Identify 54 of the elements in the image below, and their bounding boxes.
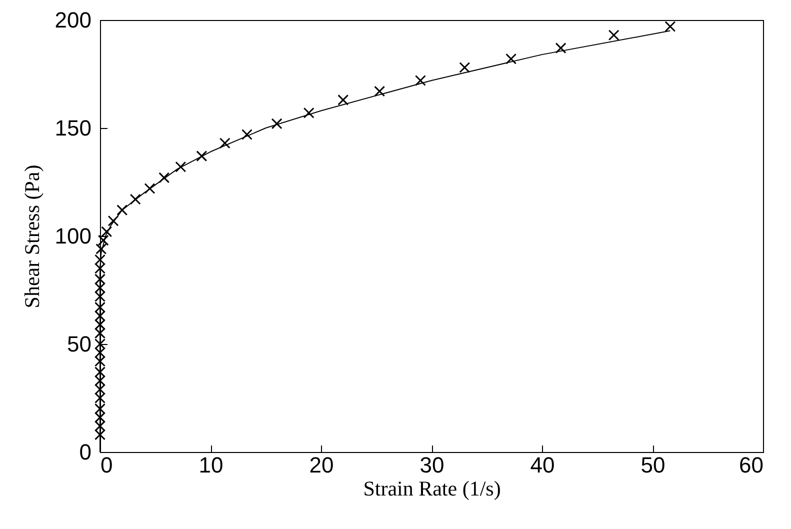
point	[94, 290, 106, 302]
point	[94, 310, 106, 322]
point	[608, 30, 620, 41]
point	[144, 182, 156, 194]
x-tick-label: 0	[100, 452, 113, 478]
point	[94, 302, 106, 313]
point	[94, 328, 106, 339]
y-tick-label: 150	[54, 116, 92, 140]
point	[374, 86, 386, 97]
point	[94, 403, 106, 414]
x-tick-label: 50	[640, 452, 666, 478]
point	[130, 194, 141, 205]
point	[94, 392, 106, 404]
point	[94, 274, 106, 285]
point	[94, 282, 106, 294]
point	[555, 42, 566, 54]
point	[175, 161, 186, 172]
y-tick-label: 200	[54, 8, 92, 32]
point	[303, 107, 314, 118]
x-tick-label: 20	[309, 452, 334, 478]
y-tick-label: 100	[54, 224, 92, 248]
point	[94, 412, 106, 423]
point	[241, 128, 252, 140]
point	[271, 118, 282, 130]
x-tick-label: 40	[530, 452, 555, 478]
y-tick-label: 50	[67, 332, 92, 356]
point	[338, 94, 349, 106]
point	[108, 215, 119, 226]
point	[94, 338, 106, 350]
point	[664, 20, 676, 32]
point	[116, 204, 128, 216]
x-axis-title: Strain Rate (1/s)	[363, 476, 501, 500]
point	[94, 262, 106, 274]
point	[94, 375, 106, 386]
point	[94, 319, 106, 330]
x-tick-label: 10	[198, 452, 224, 478]
point	[196, 150, 208, 162]
point	[94, 384, 106, 395]
point	[94, 356, 106, 367]
y-axis-title: Shear Stress (Pa)	[20, 164, 44, 308]
point	[98, 234, 109, 246]
point	[414, 74, 426, 86]
point	[96, 243, 107, 254]
point	[158, 172, 170, 184]
point	[219, 138, 230, 149]
point	[94, 347, 106, 358]
point	[506, 53, 517, 64]
point	[94, 420, 106, 432]
point	[94, 429, 106, 440]
point	[94, 366, 106, 378]
x-tick-label: 60	[739, 452, 764, 478]
point	[94, 254, 106, 266]
x-tick-label: 30	[420, 452, 444, 478]
point	[459, 62, 470, 74]
